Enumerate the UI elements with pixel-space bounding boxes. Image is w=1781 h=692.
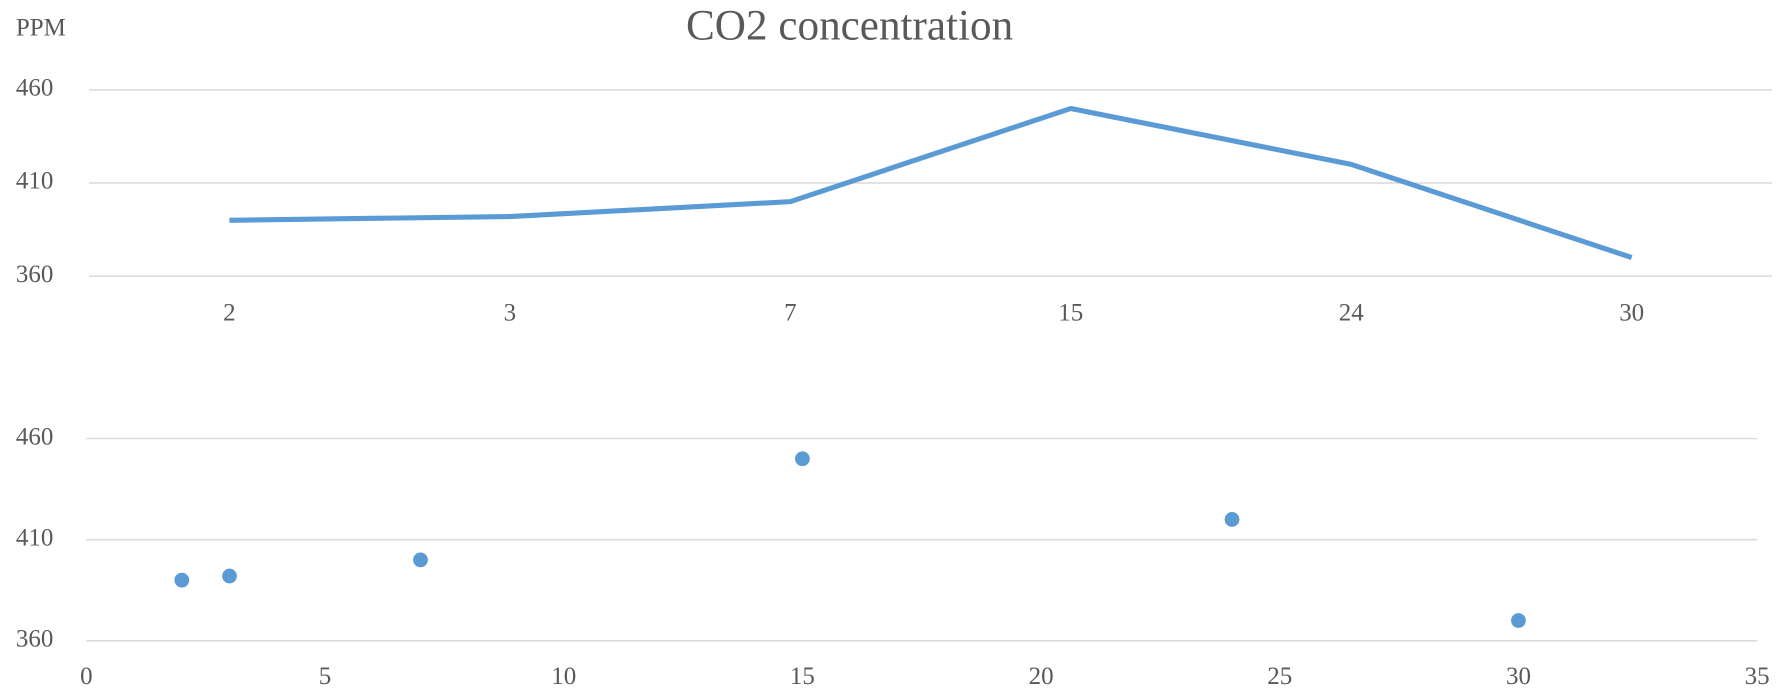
- y-tick-label: 360: [16, 625, 53, 652]
- data-point: [413, 552, 428, 568]
- x-tick-label: 25: [1267, 663, 1292, 690]
- x-tick-label: 35: [1745, 663, 1770, 690]
- x-tick-label: 0: [80, 663, 92, 690]
- x-tick-label: 24: [1339, 299, 1364, 326]
- data-point: [1511, 613, 1526, 628]
- chart-title: CO2 concentration: [686, 3, 1013, 50]
- x-tick-label: 15: [790, 663, 815, 690]
- y-tick-label: 410: [16, 524, 53, 551]
- x-tick-label: 3: [504, 299, 516, 326]
- x-tick-label: 15: [1058, 299, 1083, 326]
- y-axis-title: PPM: [16, 14, 66, 41]
- x-tick-label: 5: [319, 663, 331, 690]
- data-point: [222, 568, 237, 584]
- data-line: [229, 105, 1633, 260]
- data-point: [174, 572, 190, 588]
- x-tick-label: 30: [1506, 663, 1531, 690]
- x-tick-label: 30: [1619, 299, 1644, 326]
- x-tick-label: 20: [1029, 663, 1054, 690]
- data-point: [795, 451, 810, 467]
- data-point: [1224, 512, 1240, 527]
- x-tick-label: 2: [223, 299, 235, 326]
- x-tick-label: 7: [784, 299, 796, 326]
- y-tick-label: 460: [16, 423, 53, 450]
- x-tick-label: 10: [551, 663, 576, 690]
- y-tick-label: 460: [16, 75, 53, 102]
- y-tick-label: 360: [16, 261, 53, 288]
- y-tick-label: 410: [16, 168, 53, 195]
